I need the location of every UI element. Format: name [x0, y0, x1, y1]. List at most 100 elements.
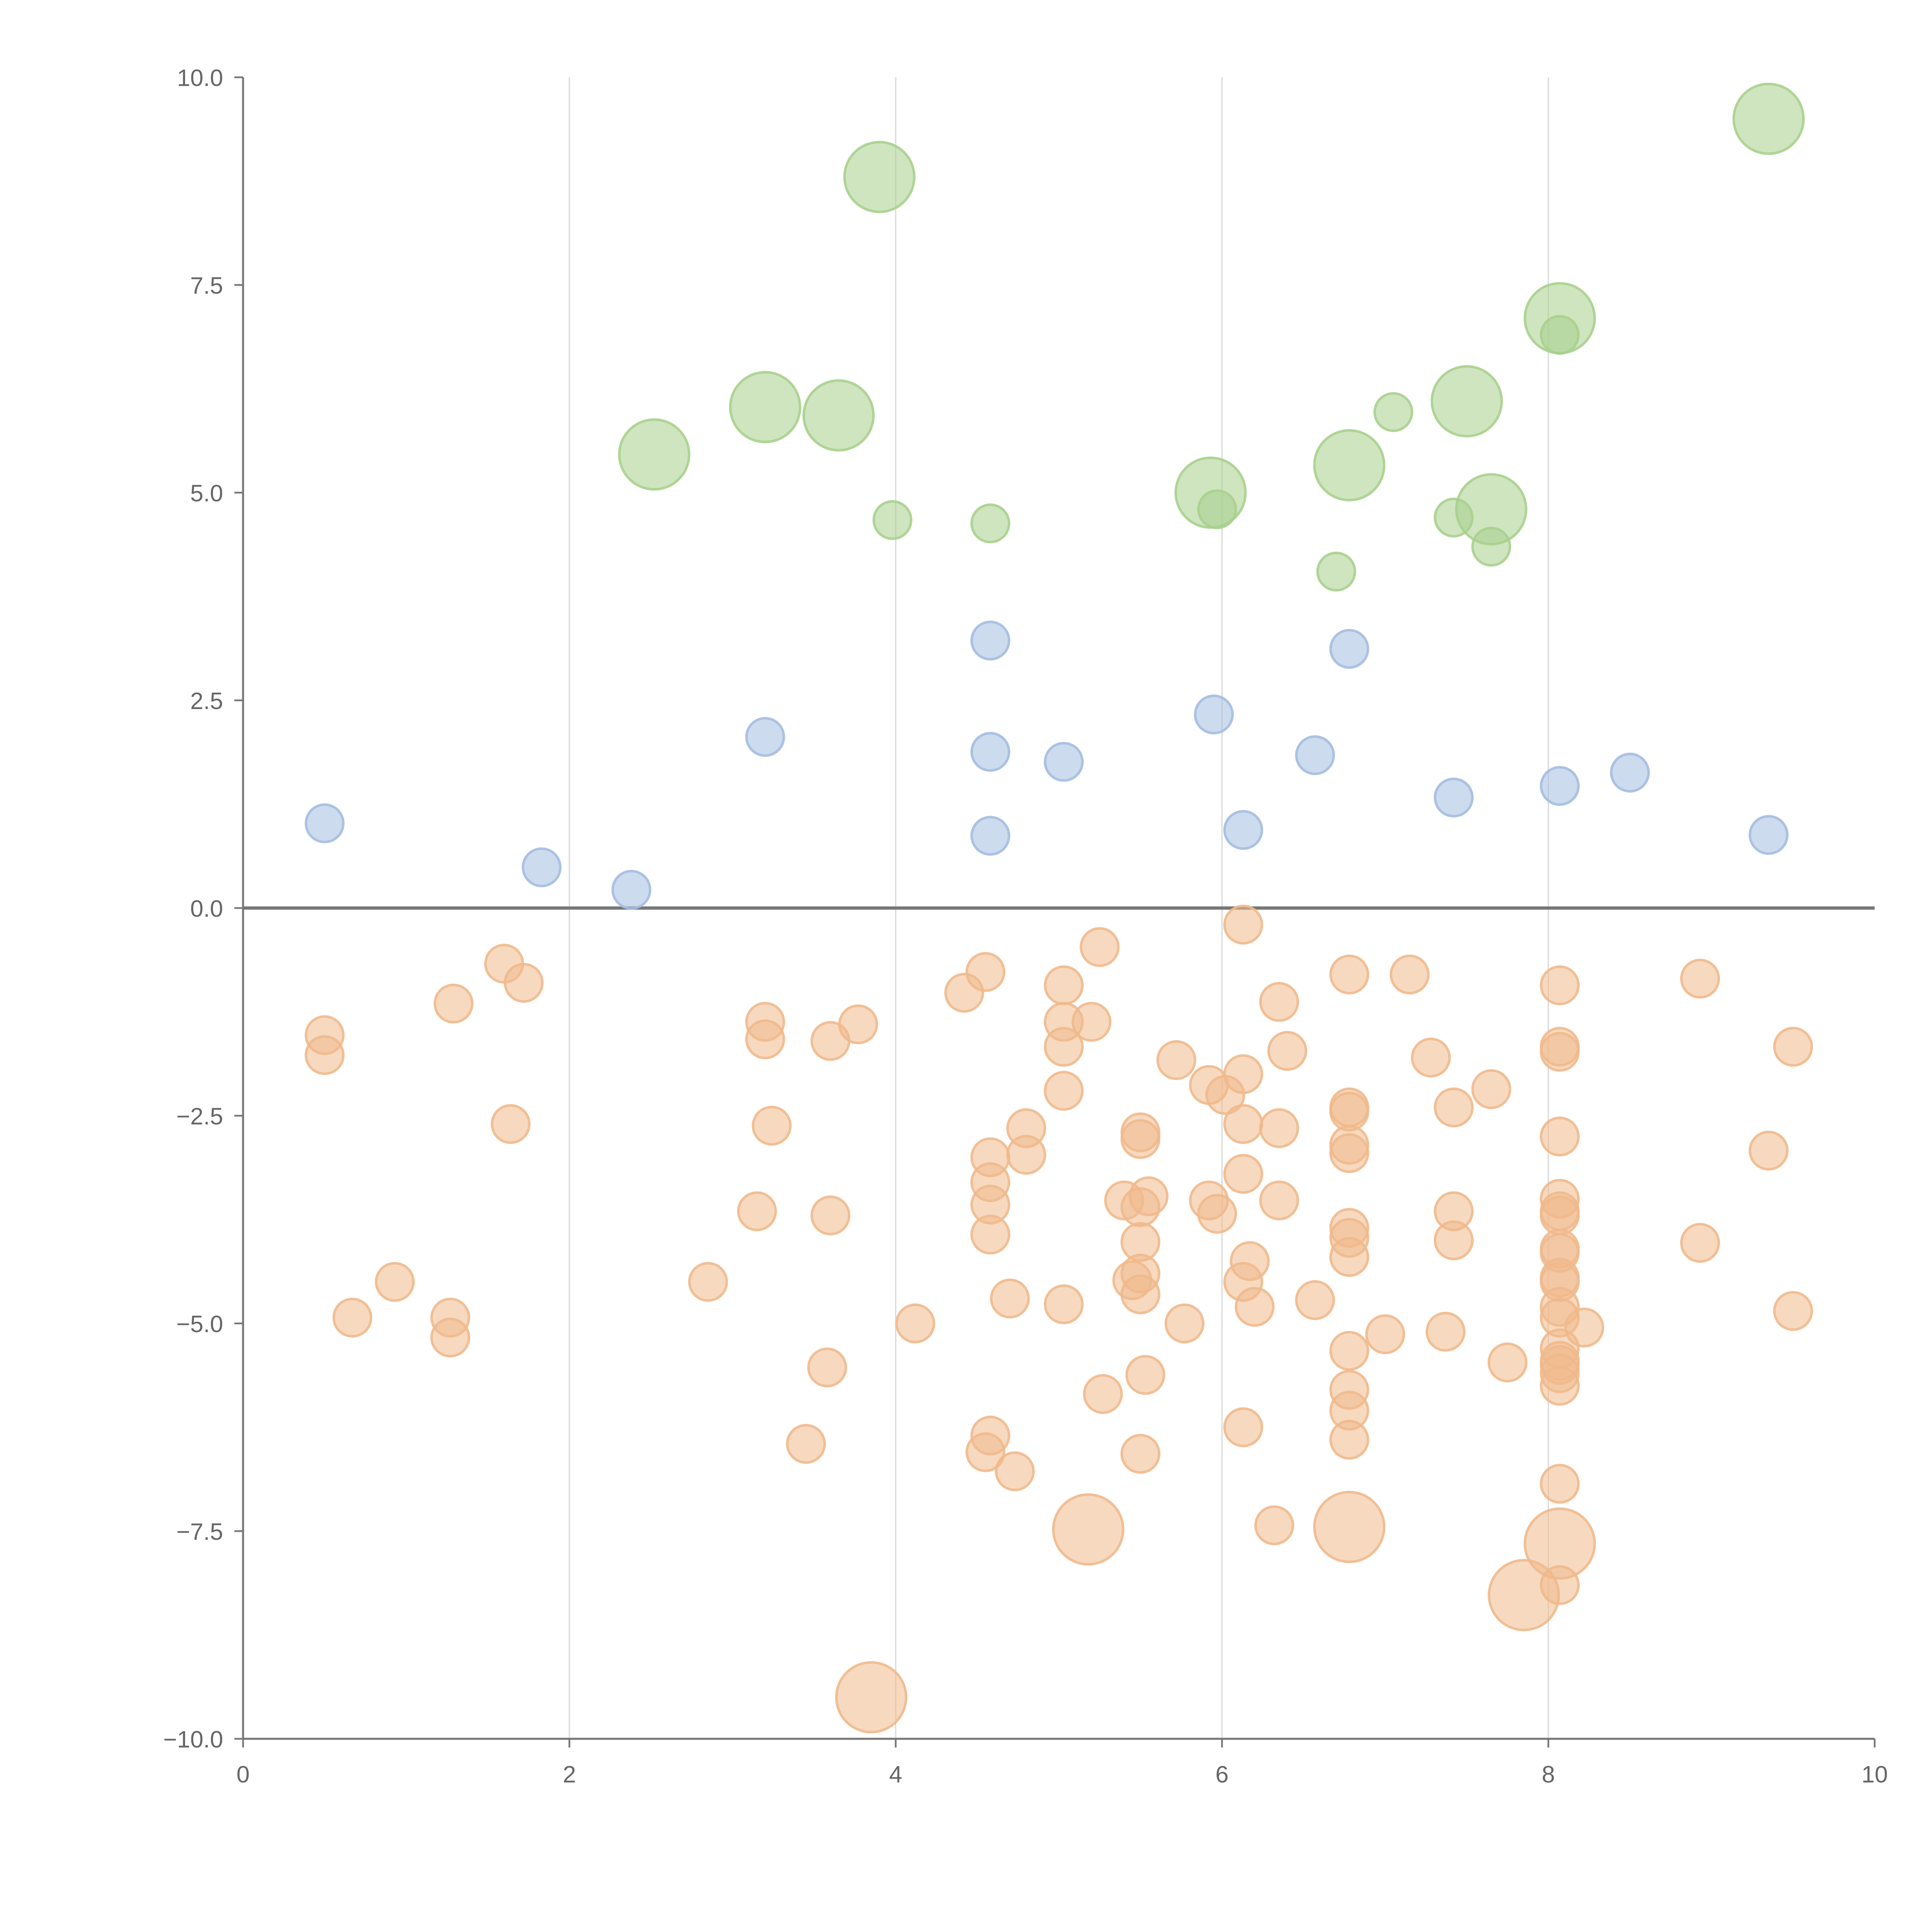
data-point — [1488, 1559, 1560, 1631]
data-point — [1471, 1069, 1511, 1109]
data-point — [1223, 810, 1264, 850]
data-point — [304, 1035, 345, 1075]
data-point — [1120, 1187, 1161, 1227]
data-point — [1773, 1291, 1813, 1331]
y-tick-label: 0.0 — [190, 896, 223, 922]
data-point — [375, 1262, 415, 1302]
x-tick-label: 4 — [889, 1761, 902, 1787]
data-point — [1125, 1355, 1165, 1395]
x-tick-label: 0 — [236, 1761, 250, 1787]
data-point — [1329, 1133, 1369, 1173]
data-point — [332, 1298, 372, 1338]
data-point — [895, 1303, 935, 1344]
data-point — [1748, 815, 1789, 855]
data-point — [807, 1347, 847, 1388]
data-point — [1430, 365, 1503, 438]
data-point — [1254, 1505, 1294, 1546]
data-point — [1487, 1342, 1528, 1383]
data-point — [1164, 1303, 1205, 1344]
data-point — [1044, 1284, 1084, 1325]
series-2 — [304, 905, 1813, 1734]
data-point — [970, 732, 1010, 772]
data-point — [1259, 1180, 1299, 1221]
data-point — [810, 1021, 850, 1061]
data-point — [1080, 927, 1120, 967]
data-point — [1411, 1037, 1451, 1078]
x-tick-label: 2 — [563, 1761, 576, 1787]
data-point — [1223, 1104, 1264, 1144]
data-point — [737, 1191, 777, 1231]
data-point — [970, 1214, 1010, 1255]
y-tick-label: 5.0 — [190, 480, 223, 507]
x-tick-label: 10 — [1862, 1761, 1888, 1787]
data-point — [995, 1451, 1035, 1492]
data-point — [1434, 1220, 1474, 1260]
data-point — [522, 847, 562, 888]
data-point — [1365, 1314, 1405, 1354]
data-point — [1434, 777, 1474, 818]
data-point — [1120, 1119, 1161, 1159]
data-point — [1540, 1195, 1580, 1236]
data-point — [1540, 965, 1580, 1005]
data-point — [1434, 497, 1474, 538]
data-point — [944, 973, 985, 1013]
data-point — [1540, 1116, 1580, 1156]
data-point — [1235, 1287, 1275, 1327]
data-point — [752, 1105, 792, 1146]
data-point — [1006, 1134, 1046, 1175]
data-point — [1540, 1464, 1580, 1504]
data-point — [1120, 1434, 1161, 1474]
data-point — [434, 983, 474, 1024]
data-point — [970, 503, 1010, 544]
data-point — [1540, 315, 1580, 355]
data-point — [611, 870, 651, 910]
data-point — [503, 963, 544, 1003]
y-tick-label: 7.5 — [190, 272, 223, 299]
data-point — [430, 1317, 470, 1358]
data-point — [1434, 1087, 1474, 1128]
data-point — [1259, 1108, 1299, 1148]
data-point — [990, 1278, 1030, 1319]
data-point — [1773, 1027, 1813, 1067]
x-tick-label: 6 — [1216, 1761, 1229, 1787]
data-point — [1197, 489, 1237, 529]
data-point — [786, 1424, 826, 1464]
data-point — [1259, 982, 1299, 1022]
data-point — [1471, 527, 1511, 567]
data-point — [729, 371, 801, 444]
data-point — [1748, 1131, 1789, 1171]
data-point — [1156, 1040, 1196, 1080]
y-tick-label: −10.0 — [163, 1726, 223, 1753]
data-point — [1083, 1374, 1123, 1414]
data-point — [1052, 1493, 1124, 1566]
data-point — [1329, 1092, 1369, 1132]
data-point — [1044, 742, 1084, 782]
data-point — [1425, 1311, 1466, 1352]
data-point — [1329, 1237, 1369, 1277]
data-point — [1120, 1274, 1161, 1315]
data-point — [1044, 965, 1084, 1005]
y-tick-label: −2.5 — [176, 1103, 223, 1129]
data-point — [1295, 735, 1335, 776]
data-point — [1044, 1071, 1084, 1111]
series-1 — [304, 621, 1789, 910]
data-point — [970, 621, 1010, 661]
data-point — [843, 141, 916, 213]
data-point — [688, 1262, 728, 1302]
y-tick-label: 2.5 — [190, 688, 223, 714]
y-tick-label: −5.0 — [176, 1311, 223, 1337]
data-point — [1313, 429, 1386, 502]
data-point — [810, 1195, 850, 1236]
x-tick-label: 8 — [1542, 1761, 1555, 1787]
data-point — [1223, 1407, 1264, 1447]
data-point — [1540, 1366, 1580, 1406]
data-point — [1205, 1075, 1245, 1115]
data-point — [745, 717, 785, 757]
data-point — [965, 1432, 1005, 1472]
data-point — [1313, 1491, 1386, 1563]
data-point — [1197, 1194, 1237, 1234]
data-point — [1373, 392, 1413, 432]
data-point — [1540, 766, 1580, 806]
data-point — [802, 379, 875, 452]
